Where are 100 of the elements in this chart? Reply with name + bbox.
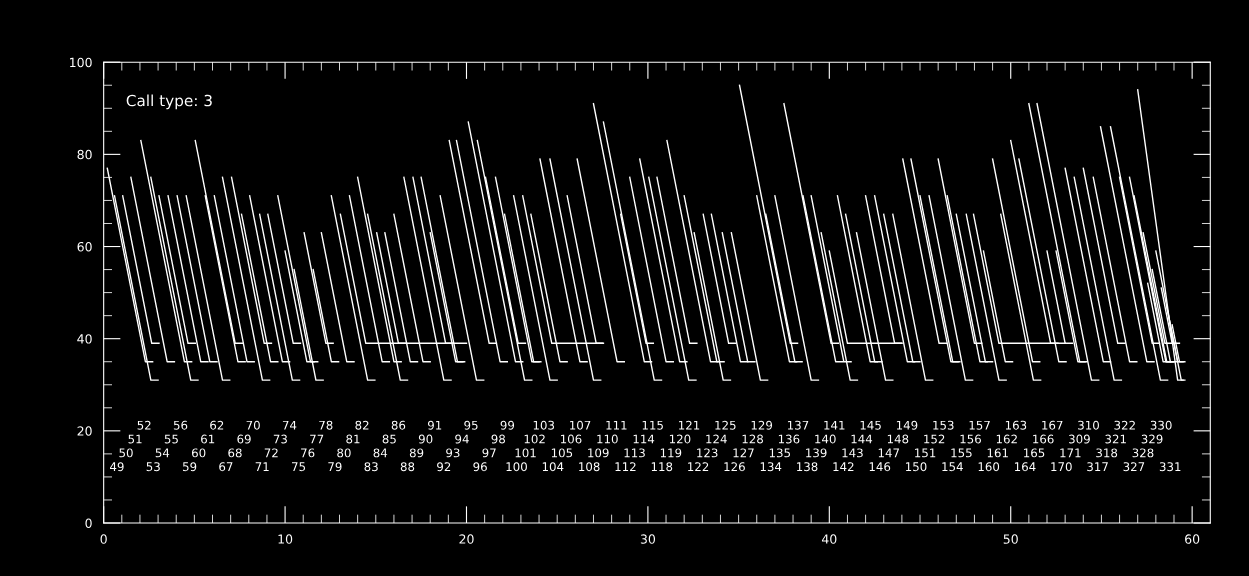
y-tick-label: 20 [77, 426, 92, 436]
annotation: 110 [597, 434, 618, 444]
annotation: 125 [715, 420, 736, 430]
annotation: 55 [164, 434, 178, 444]
annotation: 115 [642, 420, 663, 430]
annotation: 113 [624, 448, 645, 458]
annotation: 97 [482, 448, 496, 458]
annotation: 167 [1042, 420, 1063, 430]
annotation: 310 [1078, 420, 1099, 430]
annotation: 155 [951, 448, 972, 458]
annotation: 53 [146, 462, 160, 472]
annotation: 152 [924, 434, 945, 444]
annotation: 129 [751, 420, 773, 430]
x-tick-label: 60 [1185, 534, 1200, 544]
annotation: 136 [778, 434, 800, 444]
x-tick-label: 10 [278, 534, 293, 544]
annotation: 148 [887, 434, 909, 444]
annotation: 92 [437, 462, 451, 472]
annotation: 68 [228, 448, 242, 458]
annotation: 165 [1024, 448, 1045, 458]
annotation: 96 [473, 462, 487, 472]
annotation: 112 [615, 462, 636, 471]
x-tick-label: 30 [640, 534, 656, 544]
annotation: 331 [1159, 462, 1181, 472]
annotation: 52 [137, 420, 151, 430]
annotation: 93 [446, 448, 460, 458]
annotation: 82 [355, 420, 369, 430]
annotation: 50 [119, 448, 133, 458]
annotation: 81 [346, 434, 360, 444]
annotation: 103 [533, 420, 555, 430]
annotation: 134 [760, 462, 782, 472]
annotation: 330 [1150, 420, 1172, 430]
annotation: 318 [1096, 448, 1118, 458]
annotation: 85 [382, 434, 396, 444]
annotation: 150 [906, 462, 927, 472]
annotation: 126 [724, 462, 745, 472]
annotation: 327 [1123, 462, 1145, 472]
annotation: 124 [706, 434, 727, 444]
annotation: 109 [588, 448, 609, 458]
annotation: 138 [797, 462, 818, 472]
annotation: 139 [806, 448, 827, 458]
annotation: 153 [933, 420, 954, 430]
annotation: 164 [1014, 462, 1036, 472]
annotation: 74 [282, 420, 297, 430]
annotation: 59 [182, 462, 197, 472]
annotation: 149 [896, 420, 918, 430]
y-tick-label: 60 [77, 242, 92, 252]
annotation: 51 [128, 434, 142, 444]
annotation: 98 [491, 434, 506, 444]
annotation: 137 [787, 420, 809, 430]
annotation: 163 [1005, 420, 1027, 430]
annotation: 143 [842, 448, 863, 458]
annotation: 328 [1132, 448, 1154, 458]
annotation: 94 [455, 434, 469, 444]
annotation: 84 [373, 448, 388, 458]
annotation: Call type: 3 [126, 94, 212, 110]
annotation: 73 [273, 434, 287, 444]
annotation: 100 [506, 462, 527, 472]
annotation: 111 [606, 420, 627, 430]
annotation: 322 [1114, 420, 1135, 430]
annotation: 329 [1141, 434, 1163, 444]
annotation: 123 [697, 448, 718, 458]
annotation: 162 [996, 434, 1017, 444]
annotation: 154 [942, 462, 963, 472]
annotation: 80 [337, 448, 351, 458]
x-tick-label: 0 [100, 534, 107, 544]
annotation: 102 [524, 434, 545, 444]
annotation: 76 [301, 448, 315, 458]
annotation: 49 [110, 462, 124, 472]
annotation: 145 [860, 420, 881, 430]
annotation: 151 [915, 448, 936, 458]
annotation: 60 [191, 448, 206, 458]
y-tick-label: 40 [77, 334, 92, 344]
annotation: 89 [409, 448, 424, 458]
annotation: 114 [633, 434, 655, 444]
annotation: 160 [978, 462, 1000, 472]
annotation: 140 [815, 434, 836, 444]
annotation: 88 [400, 462, 415, 472]
annotation: 106 [560, 434, 582, 444]
annotation: 171 [1060, 448, 1081, 458]
annotation: 146 [869, 462, 891, 472]
annotation: 86 [391, 420, 406, 430]
annotation: 70 [246, 420, 260, 430]
annotation: 54 [155, 448, 170, 458]
annotation: 61 [201, 434, 215, 444]
annotation: 120 [669, 434, 691, 444]
y-tick-label: 0 [85, 518, 92, 528]
annotation: 317 [1087, 462, 1108, 472]
annotation: 71 [255, 462, 269, 471]
annotation: 170 [1051, 462, 1072, 472]
annotation: 91 [427, 420, 442, 430]
annotation: 121 [679, 420, 700, 430]
annotation: 147 [878, 448, 899, 458]
annotation: 67 [219, 462, 233, 472]
x-tick-label: 50 [1003, 534, 1018, 544]
annotation: 119 [660, 448, 682, 458]
annotation: 118 [651, 462, 673, 472]
annotation: 62 [210, 420, 224, 430]
annotation: 166 [1033, 434, 1054, 444]
annotation: 107 [570, 420, 591, 430]
